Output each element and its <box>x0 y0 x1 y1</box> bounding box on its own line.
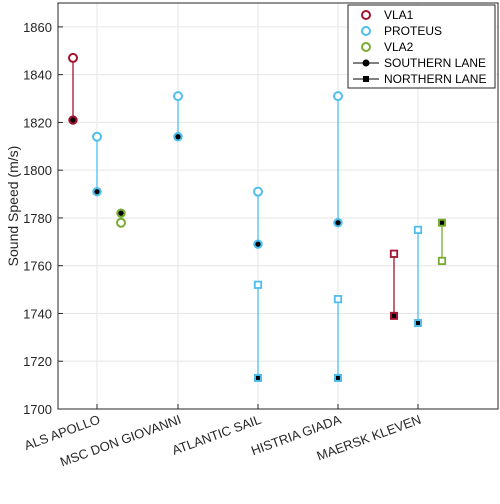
data-point-filled-core <box>440 220 444 225</box>
legend-marker <box>362 59 370 67</box>
data-point-filled-core <box>118 210 124 216</box>
data-point-open <box>253 280 263 289</box>
data-point-filled-core <box>416 321 420 326</box>
axes-frame <box>57 2 499 410</box>
legend-box <box>347 4 496 89</box>
legend: VLA1 PROTEUS VLA2 SOUTHERN LANE NORTHERN LAN… <box>347 4 496 89</box>
y-tick-label: 1780 <box>23 211 52 226</box>
data-point-filled-core <box>392 313 396 318</box>
legend-marker <box>361 42 371 52</box>
data-pair-vla1 <box>68 52 78 125</box>
data-pair-proteus <box>92 131 102 197</box>
y-axis-ticks: 1700 1720 1740 1760 1780 1800 1820 1840 1860 <box>23 20 63 417</box>
y-tick-label: 1860 <box>23 20 52 35</box>
y-tick-label: 1720 <box>23 354 52 369</box>
data-point-open <box>333 91 343 102</box>
y-tick-label: 1840 <box>23 68 52 83</box>
y-axis-label: Sound Speed (m/s) <box>5 146 21 267</box>
data-pair-proteus <box>333 91 343 228</box>
data-point-open <box>68 52 78 63</box>
legend-label: NORTHERN LANE <box>384 72 486 86</box>
data-pair-proteus <box>253 280 263 382</box>
data-pair-vla1 <box>389 249 399 320</box>
y-tick-label: 1820 <box>23 115 52 130</box>
legend-item: PROTEUS <box>361 24 442 38</box>
y-tick-label: 1740 <box>23 306 52 321</box>
data-point-filled-core <box>94 189 100 195</box>
legend-item: VLA1 <box>361 8 414 22</box>
legend-label: SOUTHERN LANE <box>384 56 486 70</box>
data-point-open <box>92 131 102 142</box>
data-pair-proteus <box>413 225 423 328</box>
data-point-open <box>389 249 399 258</box>
legend-marker <box>361 26 371 36</box>
data-point-filled-core <box>335 220 341 226</box>
data-pair-proteus <box>173 91 183 142</box>
legend-item: SOUTHERN LANE <box>353 56 486 70</box>
data-point-open <box>333 295 343 304</box>
data-point-filled-core <box>255 241 261 247</box>
data-point-filled-core <box>70 117 76 123</box>
data-point-filled-core <box>336 375 340 380</box>
data-pair-vla2 <box>116 208 126 228</box>
legend-item: VLA2 <box>361 40 414 54</box>
x-tick-label: ATLANTIC SAIL <box>170 412 263 458</box>
legend-label: VLA2 <box>384 40 414 54</box>
legend-marker <box>361 10 371 20</box>
y-tick-label: 1700 <box>23 402 52 417</box>
y-tick-label: 1800 <box>23 163 52 178</box>
data-pair-proteus <box>253 186 263 249</box>
data-point-open <box>437 256 447 266</box>
legend-label: PROTEUS <box>384 24 442 38</box>
data-pair-proteus <box>333 295 343 382</box>
legend-label: VLA1 <box>384 8 414 22</box>
data-point-open <box>116 217 126 228</box>
data-point-filled-core <box>175 134 181 140</box>
data-point-open <box>253 186 263 197</box>
y-tick-label: 1760 <box>23 259 52 274</box>
data-point-filled-core <box>256 375 260 380</box>
data-point-open <box>413 225 423 234</box>
legend-item: NORTHERN LANE <box>353 72 486 86</box>
data-pair-vla2 <box>437 218 447 266</box>
plot-marks <box>68 52 447 382</box>
data-point-open <box>173 91 183 102</box>
legend-marker <box>363 76 369 82</box>
